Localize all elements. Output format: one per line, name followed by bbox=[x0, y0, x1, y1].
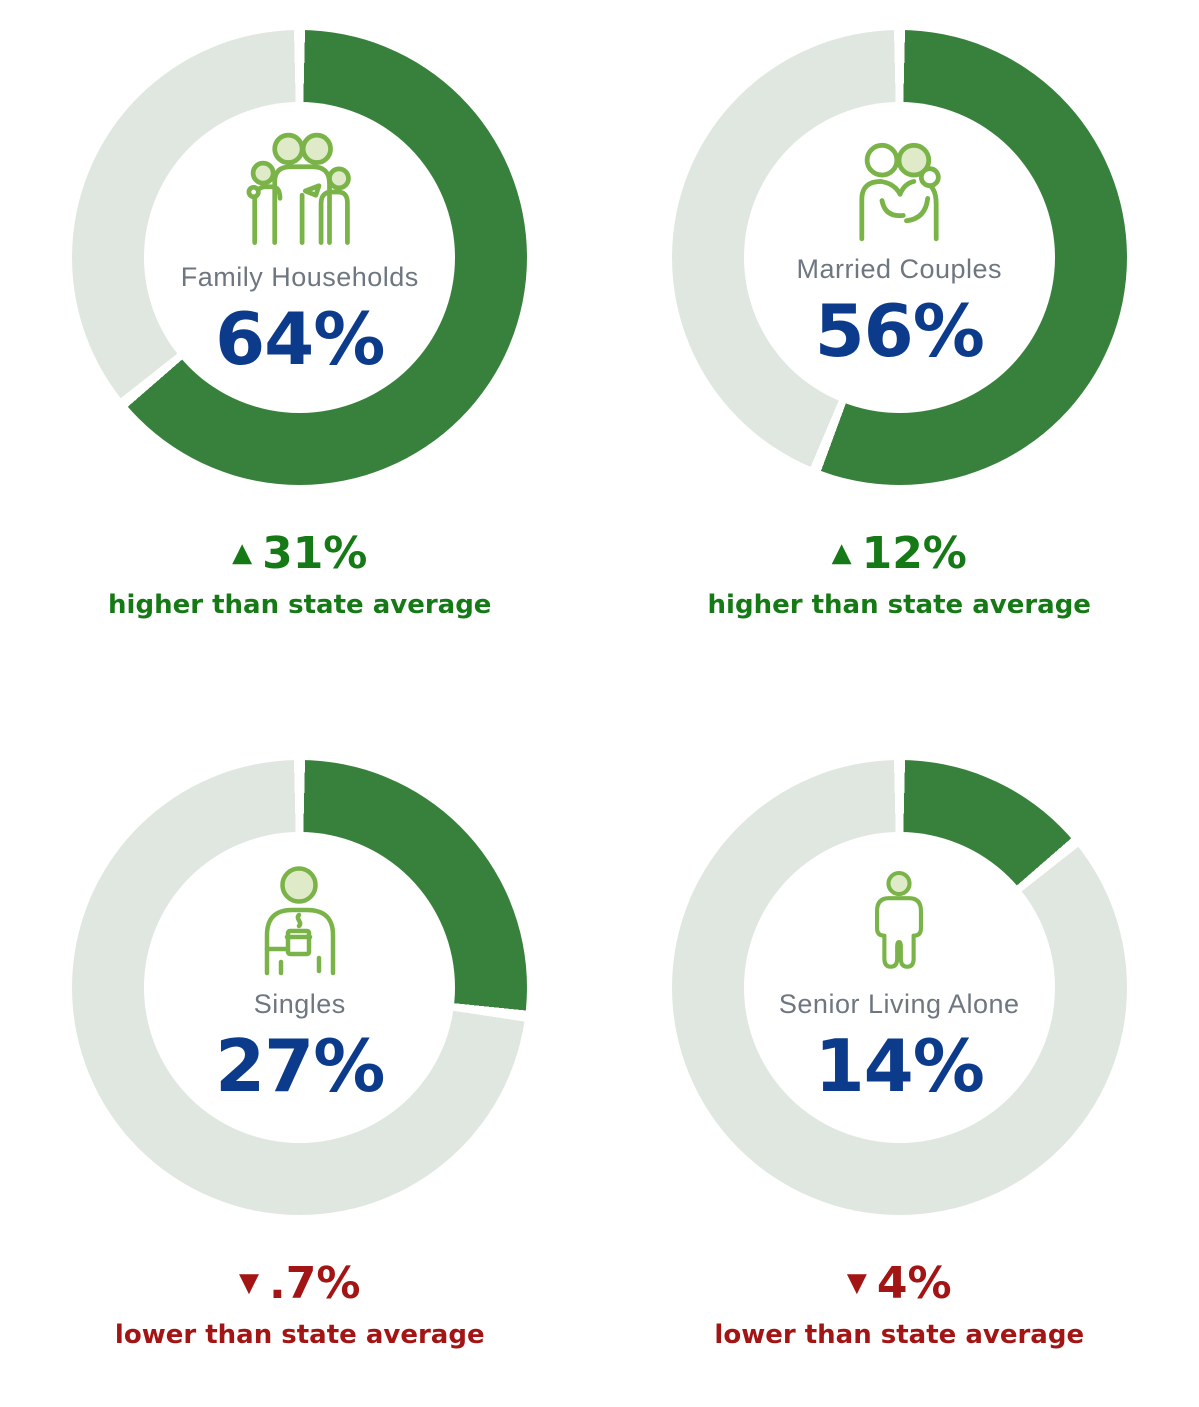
donut-center-married-couples: Married Couples 56% bbox=[743, 102, 1055, 413]
chart-card-married-couples: Married Couples 56% ▲ 12% higher than sta… bbox=[600, 0, 1199, 730]
delta-percent: 31% bbox=[262, 528, 368, 579]
chart-card-family-households: Family Households 64% ▲ 31% higher than s… bbox=[0, 0, 600, 730]
delta-value: ▼ 4% bbox=[714, 1258, 1084, 1310]
chart-value: 56% bbox=[814, 289, 985, 373]
delta-value: ▼ .7% bbox=[115, 1258, 485, 1310]
donut-center-senior-living-alone: Senior Living Alone 14% bbox=[743, 832, 1055, 1143]
delta-description: lower than state average bbox=[714, 1319, 1085, 1350]
delta-married-couples: ▲ 12% higher than state average bbox=[707, 528, 1091, 621]
married-couple-icon bbox=[843, 140, 955, 242]
delta-percent: .7% bbox=[269, 1258, 361, 1309]
chart-value: 14% bbox=[814, 1024, 985, 1108]
delta-percent: 4% bbox=[876, 1258, 952, 1309]
chart-value: 27% bbox=[215, 1024, 385, 1108]
chart-card-senior-living-alone: Senior Living Alone 14% ▼ 4% lower than s… bbox=[600, 730, 1199, 1407]
delta-percent: 12% bbox=[861, 528, 967, 579]
delta-description: lower than state average bbox=[114, 1319, 485, 1350]
chart-label: Senior Living Alone bbox=[778, 989, 1020, 1019]
delta-description: higher than state average bbox=[707, 589, 1091, 620]
delta-family-households: ▲ 31% higher than state average bbox=[108, 528, 492, 621]
donut-ring-married-couples: Married Couples 56% bbox=[671, 30, 1127, 485]
delta-description: higher than state average bbox=[108, 589, 492, 620]
chart-label: Family Households bbox=[180, 262, 419, 292]
delta-senior-living-alone: ▼ 4% lower than state average bbox=[714, 1258, 1085, 1351]
donut-center-family-households: Family Households 64% bbox=[144, 102, 456, 413]
down-arrow-icon: ▼ bbox=[846, 1268, 867, 1298]
senior-person-icon bbox=[867, 865, 931, 977]
delta-singles: ▼ .7% lower than state average bbox=[114, 1258, 485, 1351]
family-icon bbox=[240, 132, 360, 250]
chart-card-singles: Singles 27% ▼ .7% lower than state averag… bbox=[0, 730, 600, 1407]
chart-label: Married Couples bbox=[796, 254, 1003, 284]
donut-ring-singles: Singles 27% bbox=[72, 760, 528, 1215]
up-arrow-icon: ▲ bbox=[831, 538, 852, 568]
donut-ring-family-households: Family Households 64% bbox=[72, 30, 528, 485]
down-arrow-icon: ▼ bbox=[239, 1268, 260, 1298]
donut-ring-senior-living-alone: Senior Living Alone 14% bbox=[671, 760, 1127, 1215]
delta-value: ▲ 12% bbox=[708, 528, 1091, 580]
chart-label: Singles bbox=[253, 989, 346, 1019]
donut-center-singles: Singles 27% bbox=[144, 832, 456, 1143]
up-arrow-icon: ▲ bbox=[232, 538, 253, 568]
delta-value: ▲ 31% bbox=[108, 528, 491, 580]
single-person-icon bbox=[254, 865, 346, 977]
chart-value: 64% bbox=[215, 297, 385, 381]
